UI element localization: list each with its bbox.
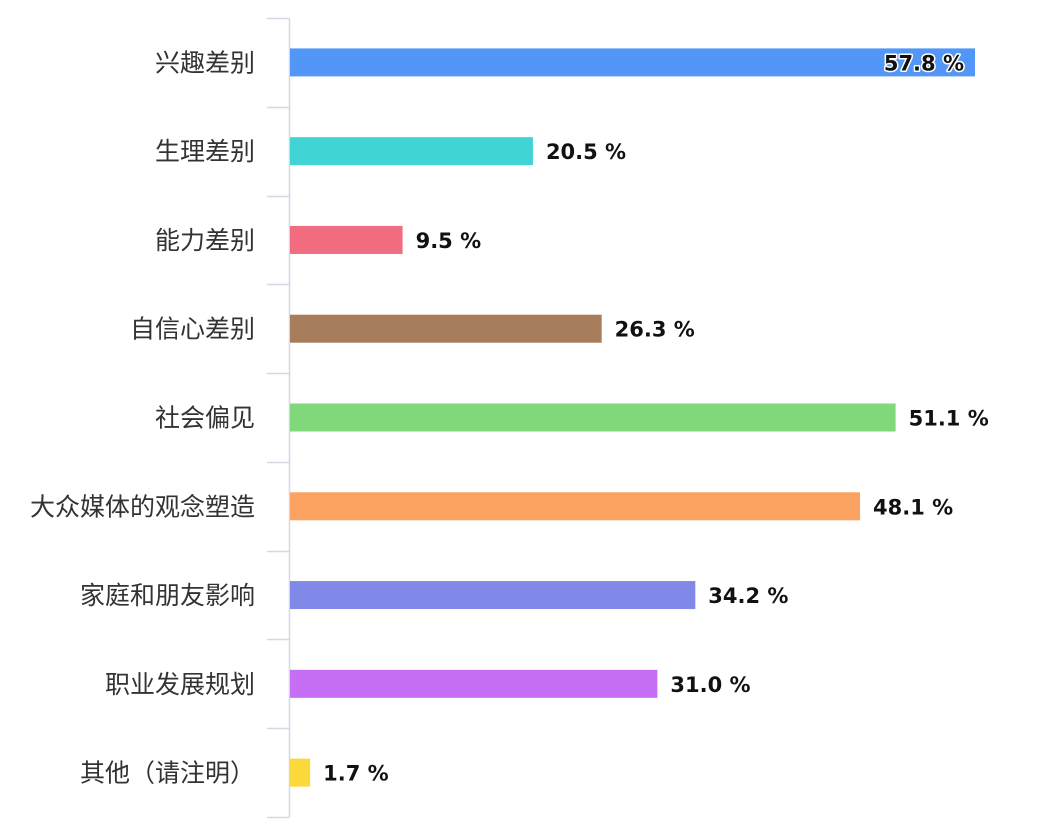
- bar: [290, 581, 696, 610]
- bar: [290, 225, 403, 254]
- category-label: 能力差别: [155, 226, 255, 255]
- data-label: 26.3 %: [615, 318, 695, 342]
- category-label: 自信心差别: [130, 315, 255, 344]
- data-label: 34.2 %: [708, 584, 788, 608]
- bar: [290, 492, 861, 521]
- data-label: 9.5 %: [416, 229, 482, 253]
- bar: [290, 669, 658, 698]
- bar: [290, 314, 602, 343]
- category-label: 家庭和朋友影响: [80, 581, 255, 610]
- bar: [290, 137, 533, 166]
- bar: [290, 48, 975, 77]
- data-label: 20.5 %: [546, 140, 626, 164]
- data-label: 1.7 %: [323, 762, 389, 786]
- data-label: 51.1 %: [909, 407, 989, 431]
- category-label: 大众媒体的观念塑造: [30, 492, 255, 521]
- data-label: 57.8 %: [884, 51, 964, 75]
- category-label: 生理差别: [155, 137, 255, 166]
- data-label: 48.1 %: [873, 495, 953, 519]
- bar: [290, 758, 311, 787]
- category-label: 其他（请注明）: [80, 759, 255, 788]
- data-label: 31.0 %: [670, 673, 750, 697]
- category-label: 社会偏见: [155, 404, 255, 433]
- category-label: 职业发展规划: [105, 670, 255, 699]
- bar: [290, 403, 896, 432]
- category-label: 兴趣差别: [155, 48, 255, 77]
